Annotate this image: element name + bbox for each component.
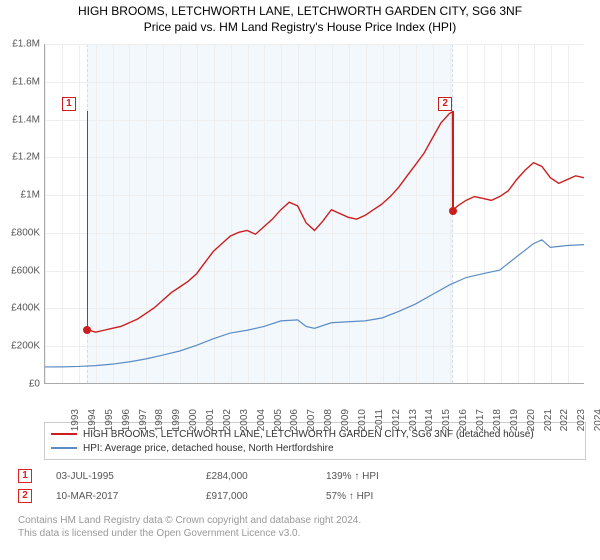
x-axis-label: 2007 [306,409,317,441]
y-axis-label: £600K [4,265,40,276]
sale-marker-box: 1 [62,97,76,111]
y-axis-label: £1.4M [4,114,40,125]
y-axis-label: £400K [4,303,40,314]
x-axis-label: 2000 [188,409,199,441]
chart-plot: 12 [44,44,584,384]
sale-marker-dot [449,207,457,215]
x-axis-label: 1998 [154,409,165,441]
y-axis-label: £0 [4,379,40,390]
x-axis-label: 2019 [509,409,520,441]
sales-price: £284,000 [206,471,326,482]
sales-table: 1 03-JUL-1995 £284,000 139% ↑ HPI 2 10-M… [18,466,586,506]
legend-swatch [51,447,77,449]
sales-date: 03-JUL-1995 [56,471,206,482]
x-axis-label: 1999 [171,409,182,441]
x-axis-label: 2004 [256,409,267,441]
chart-lines [45,44,584,383]
x-axis-label: 2003 [239,409,250,441]
x-axis-label: 2014 [424,409,435,441]
x-axis-label: 2008 [323,409,334,441]
x-axis-label: 1996 [121,409,132,441]
sales-delta: 57% ↑ HPI [326,491,446,502]
marker-leader [453,111,454,211]
x-axis-label: 2001 [205,409,216,441]
sales-marker-badge: 2 [18,489,32,503]
x-axis-label: 2015 [441,409,452,441]
x-axis-label: 2013 [408,409,419,441]
sale-marker-dot [83,326,91,334]
x-axis-label: 1993 [70,409,81,441]
x-axis-label: 2023 [576,409,587,441]
attribution-line: Contains HM Land Registry data © Crown c… [18,514,586,527]
x-axis-label: 1995 [104,409,115,441]
marker-leader [87,111,88,330]
x-axis-label: 2005 [273,409,284,441]
sales-marker-badge: 1 [18,469,32,483]
legend-label: HPI: Average price, detached house, Nort… [83,443,334,454]
y-axis-label: £1.8M [4,39,40,50]
x-axis-label: 1997 [138,409,149,441]
attribution-line: This data is licensed under the Open Gov… [18,527,586,540]
sales-delta: 139% ↑ HPI [326,471,446,482]
sales-row: 2 10-MAR-2017 £917,000 57% ↑ HPI [18,486,586,506]
x-axis-label: 1994 [87,409,98,441]
series-property [87,112,584,332]
x-axis-label: 2009 [340,409,351,441]
chart-area: 12 £0£200K£400K£600K£800K£1M£1.2M£1.4M£1… [0,40,600,420]
y-axis-label: £1.6M [4,76,40,87]
x-axis-label: 2022 [559,409,570,441]
x-axis-label: 2002 [222,409,233,441]
x-axis-label: 2017 [475,409,486,441]
sales-price: £917,000 [206,491,326,502]
chart-title-sub: Price paid vs. HM Land Registry's House … [10,20,590,34]
chart-title-address: HIGH BROOMS, LETCHWORTH LANE, LETCHWORTH… [10,4,590,18]
sales-row: 1 03-JUL-1995 £284,000 139% ↑ HPI [18,466,586,486]
sales-date: 10-MAR-2017 [56,491,206,502]
x-axis-label: 2010 [357,409,368,441]
attribution: Contains HM Land Registry data © Crown c… [18,514,586,540]
sale-marker-box: 2 [438,97,452,111]
x-axis-label: 2021 [543,409,554,441]
y-axis-label: £1.2M [4,152,40,163]
series-hpi [45,240,584,367]
x-axis-label: 2011 [374,409,385,441]
x-axis-label: 2018 [492,409,503,441]
x-axis-label: 2024 [593,409,600,441]
x-axis-label: 2016 [458,409,469,441]
x-axis-label: 2020 [526,409,537,441]
x-axis-label: 2012 [391,409,402,441]
y-axis-label: £1M [4,190,40,201]
legend-item-hpi: HPI: Average price, detached house, Nort… [51,441,579,455]
x-axis-label: 2006 [289,409,300,441]
y-axis-label: £200K [4,341,40,352]
y-axis-label: £800K [4,227,40,238]
